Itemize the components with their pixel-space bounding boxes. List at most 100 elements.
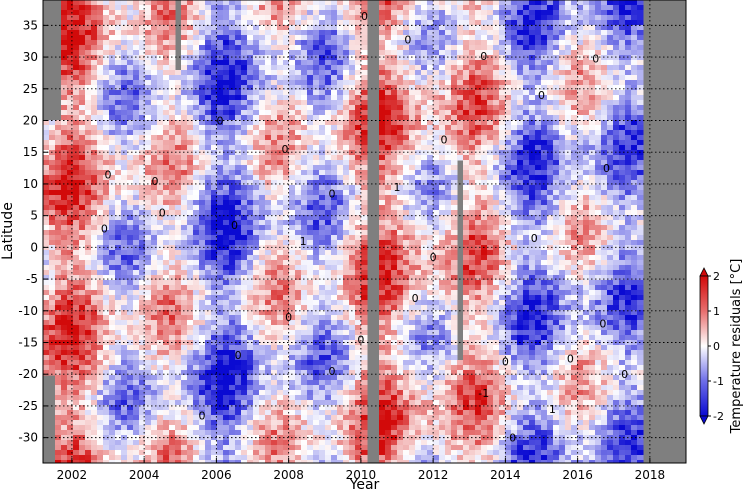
residual-cell [307,65,314,71]
residual-cell [127,425,134,431]
residual-cell [325,295,332,301]
residual-cell [211,390,218,396]
residual-cell [145,90,152,96]
residual-cell [301,255,308,261]
residual-cell [145,230,152,236]
residual-cell [151,40,158,46]
residual-cell [259,90,266,96]
residual-cell [229,265,236,271]
residual-cell [307,110,314,116]
residual-cell [127,200,134,206]
residual-cell [211,240,218,246]
residual-cell [157,195,164,201]
residual-cell [313,295,320,301]
residual-cell [67,445,74,451]
residual-cell [277,65,284,71]
residual-cell [313,110,320,116]
residual-cell [163,200,170,206]
residual-cell [277,40,284,46]
residual-cell [55,335,62,341]
residual-cell [157,105,164,111]
residual-cell [295,355,302,361]
residual-cell [271,290,278,296]
residual-cell [331,230,338,236]
residual-cell [181,10,188,16]
residual-cell [79,155,86,161]
residual-cell [259,430,266,436]
residual-cell [181,260,188,266]
residual-cell [121,355,128,361]
residual-cell [103,445,110,451]
residual-cell [379,415,386,421]
residual-cell [343,190,350,196]
residual-cell [241,200,248,206]
residual-cell [133,455,140,461]
residual-cell [49,205,56,211]
residual-cell [169,390,176,396]
residual-cell [79,435,86,441]
residual-cell [49,305,56,311]
residual-cell [283,210,290,216]
residual-cell [103,230,110,236]
residual-cell [355,175,362,181]
residual-cell [115,420,122,426]
residual-cell [193,165,200,171]
residual-cell [235,395,242,401]
residual-cell [223,90,230,96]
residual-cell [229,375,236,381]
residual-cell [247,70,254,76]
residual-cell [361,240,368,246]
residual-cell [115,350,122,356]
residual-cell [253,165,260,171]
residual-cell [223,445,230,451]
residual-cell [217,65,224,71]
residual-cell [139,345,146,351]
residual-cell [157,5,164,11]
residual-cell [331,160,338,166]
residual-cell [67,225,74,231]
residual-cell [97,80,104,86]
residual-cell [79,0,86,6]
residual-cell [151,445,158,451]
residual-cell [307,220,314,226]
residual-cell [253,445,260,451]
residual-cell [97,170,104,176]
residual-cell [349,295,356,301]
residual-cell [325,410,332,416]
residual-cell [235,110,242,116]
residual-cell [193,35,200,41]
residual-cell [223,250,230,256]
residual-cell [91,350,98,356]
residual-cell [253,60,260,66]
residual-cell [103,225,110,231]
residual-cell [241,100,248,106]
residual-cell [67,410,74,416]
residual-cell [175,345,182,351]
residual-cell [343,380,350,386]
residual-cell [55,155,62,161]
residual-cell [283,125,290,131]
residual-cell [175,90,182,96]
residual-cell [163,215,170,221]
residual-cell [337,325,344,331]
residual-cell [61,265,68,271]
residual-cell [295,435,302,441]
residual-cell [145,265,152,271]
residual-cell [205,215,212,221]
residual-cell [121,65,128,71]
residual-cell [43,120,50,126]
residual-cell [379,345,386,351]
residual-cell [319,45,326,51]
residual-cell [103,55,110,61]
residual-cell [331,445,338,451]
residual-cell [319,370,326,376]
residual-cell [127,235,134,241]
residual-cell [355,165,362,171]
residual-cell [133,65,140,71]
residual-cell [139,220,146,226]
residual-cell [301,450,308,456]
residual-cell [115,360,122,366]
residual-cell [49,185,56,191]
residual-cell [289,335,296,341]
residual-cell [127,450,134,456]
